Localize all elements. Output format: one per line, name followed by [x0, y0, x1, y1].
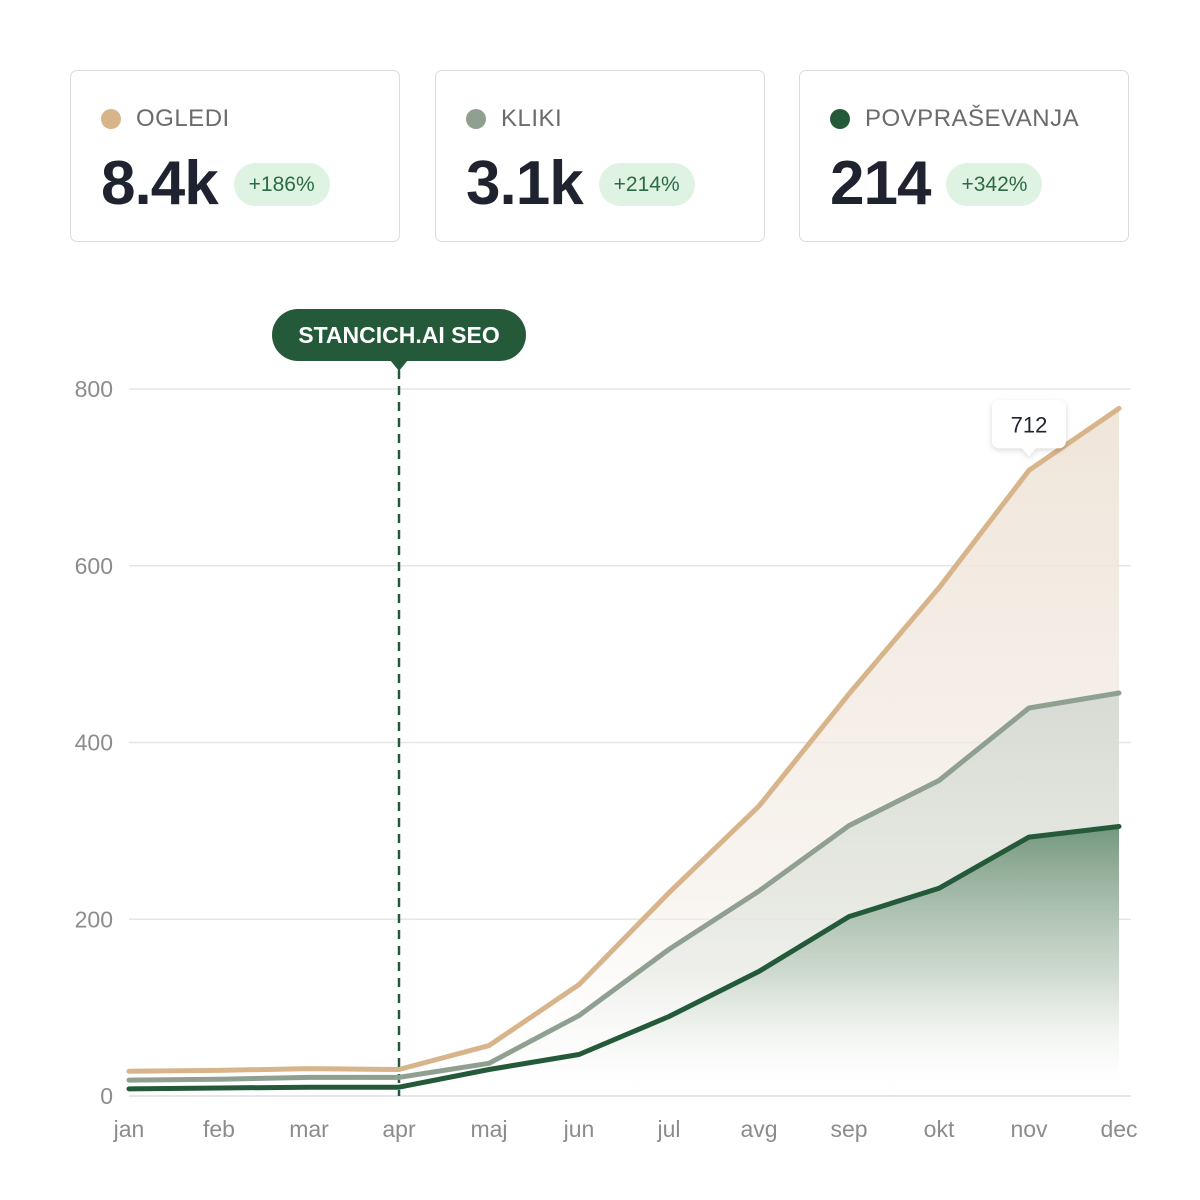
data-point: [486, 1043, 492, 1048]
x-tick-label: jun: [563, 1116, 595, 1142]
metric-value: 8.4k: [101, 149, 219, 218]
x-tick-label: jul: [656, 1116, 680, 1142]
x-tick-label: mar: [289, 1116, 329, 1142]
value-callout: 712: [992, 400, 1066, 457]
data-point: [396, 1075, 402, 1080]
value-callout-pointer: [1021, 447, 1037, 457]
series-line: [126, 690, 1122, 1083]
x-tick-label: okt: [924, 1116, 955, 1142]
metric-card-ogledi: OGLEDI 8.4k +186%: [70, 70, 400, 242]
data-point: [126, 1069, 132, 1074]
data-point: [486, 1061, 492, 1066]
series-line: [126, 824, 1122, 1092]
y-tick-label: 600: [75, 553, 113, 579]
data-point: [756, 888, 762, 894]
data-point: [666, 890, 672, 895]
data-point: [576, 982, 582, 987]
change-badge: +186%: [233, 162, 330, 206]
metric-value: 214: [830, 149, 931, 218]
x-tick-label: maj: [470, 1116, 507, 1142]
metric-label-row: POVPRAŠEVANJA: [830, 105, 1079, 133]
data-point: [306, 1075, 312, 1080]
data-point: [126, 1086, 132, 1092]
value-callout-bg: [992, 400, 1066, 449]
data-point: [936, 585, 942, 590]
series-lines: [126, 405, 1122, 1092]
y-tick-label: 0: [100, 1083, 113, 1109]
metric-value-row: 3.1k +214%: [466, 149, 695, 219]
x-tick-label: apr: [382, 1116, 416, 1142]
data-point: [936, 778, 942, 783]
data-point: [666, 947, 672, 952]
data-point: [1026, 834, 1032, 840]
metric-label-row: OGLEDI: [101, 105, 230, 133]
event-marker-label-bg: [272, 309, 526, 361]
data-point: [216, 1068, 222, 1073]
data-point: [666, 1014, 672, 1019]
y-tick-label: 200: [75, 906, 113, 932]
data-point: [126, 1077, 132, 1083]
data-point: [846, 823, 852, 828]
event-marker-label: STANCICH.AI SEO: [298, 322, 499, 348]
data-point: [216, 1085, 222, 1091]
series-areas: [129, 408, 1119, 1096]
value-callout-box: [992, 400, 1066, 457]
data-point: [756, 803, 762, 809]
data-point: [846, 914, 852, 919]
data-point: [396, 1085, 402, 1090]
legend-dot-povprasevanja: [830, 109, 850, 129]
event-marker: STANCICH.AI SEO: [272, 309, 526, 1096]
metric-value: 3.1k: [466, 149, 584, 218]
change-badge: +342%: [946, 162, 1043, 206]
series-area: [129, 826, 1119, 1096]
data-point: [306, 1066, 312, 1071]
data-point: [1116, 406, 1122, 411]
change-badge: +214%: [598, 162, 695, 206]
metric-label: KLIKI: [501, 105, 563, 132]
data-point: [756, 969, 762, 974]
data-point: [936, 886, 942, 891]
value-callout-label: 712: [1011, 412, 1048, 437]
data-point: [486, 1067, 492, 1072]
metric-card-kliki: KLIKI 3.1k +214%: [435, 70, 765, 242]
x-tick-label: jan: [113, 1116, 145, 1142]
data-point: [846, 691, 852, 697]
metric-card-povprasevanja: POVPRAŠEVANJA 214 +342%: [799, 70, 1129, 242]
x-tick-label: sep: [830, 1116, 867, 1142]
x-tick-label: feb: [203, 1116, 235, 1142]
metric-label: POVPRAŠEVANJA: [865, 105, 1080, 132]
axes: 0 200 400 600 800 jan feb mar apr maj jun jul avg sep…: [75, 376, 1138, 1142]
metric-label: OGLEDI: [136, 105, 230, 132]
y-tick-label: 400: [75, 730, 113, 756]
legend-dot-kliki: [466, 109, 486, 129]
data-point: [306, 1085, 312, 1090]
legend-dot-ogledi: [101, 109, 121, 129]
data-point: [216, 1077, 222, 1082]
metric-label-row: KLIKI: [466, 105, 562, 133]
data-point: [576, 1052, 582, 1057]
data-point: [1116, 690, 1122, 696]
data-point: [1026, 705, 1032, 711]
data-point: [1026, 468, 1032, 473]
x-tick-label: dec: [1100, 1116, 1137, 1142]
x-tick-label: avg: [740, 1116, 777, 1142]
x-tick-label: nov: [1010, 1116, 1048, 1142]
data-point: [1116, 824, 1122, 829]
metric-value-row: 8.4k +186%: [101, 149, 330, 219]
metric-value-row: 214 +342%: [830, 149, 1043, 219]
y-tick-label: 800: [75, 376, 113, 402]
data-point: [576, 1013, 582, 1018]
event-marker-pointer: [390, 360, 408, 371]
series-line: [126, 405, 1122, 1074]
data-point: [396, 1067, 402, 1072]
